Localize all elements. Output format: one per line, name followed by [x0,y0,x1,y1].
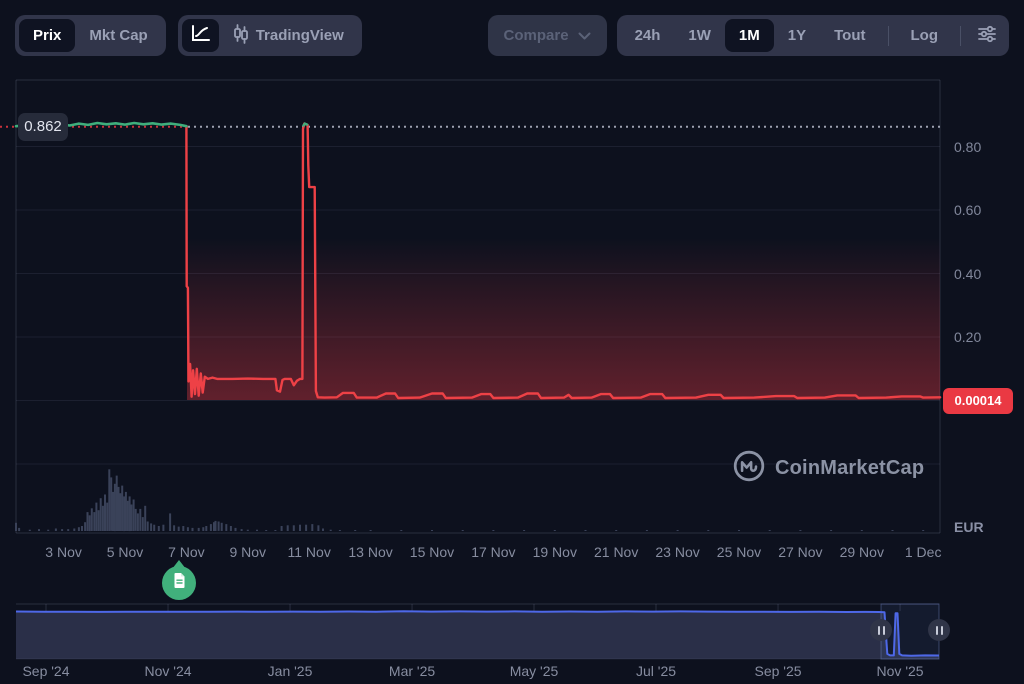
prix-tab[interactable]: Prix [19,19,76,52]
chart-toolbar: Prix Mkt Cap [15,15,1009,56]
toolbar-divider [960,25,961,46]
range-24h-button[interactable]: 24h [621,19,675,52]
x-tick-label: 21 Nov [593,544,639,560]
compare-label: Compare [503,27,569,44]
navigator-tick-label: Sep '24 [22,663,70,679]
line-chart-type-button[interactable] [181,19,219,52]
currency-label: EUR [954,519,984,535]
chart-settings-button[interactable] [969,19,1005,52]
watermark: CoinMarketCap [732,449,924,488]
candlestick-icon [233,23,249,48]
range-1m-button[interactable]: 1M [724,19,774,52]
chevron-down-icon [578,27,591,44]
range-selector: 24h 1W 1M 1Y Tout Log [616,15,1009,56]
navigator-line [15,610,940,657]
x-tick-label: 13 Nov [348,544,393,560]
mktcap-tab[interactable]: Mkt Cap [75,19,161,52]
line-chart-icon [190,24,211,47]
red-area-gradient [187,238,940,400]
toolbar-divider [887,25,889,46]
navigator-tick-label: Sep '25 [754,663,802,679]
x-tick-label: 5 Nov [106,544,144,560]
x-tick-label: 19 Nov [532,544,577,560]
x-tick-label: 11 Nov [287,544,331,560]
event-marker-pin[interactable] [162,560,196,600]
x-tick-label: 1 Dec [904,544,942,560]
navigator-tick-label: Nov '25 [876,663,924,679]
x-tick-label: 17 Nov [471,544,516,560]
navigator-right-handle[interactable] [928,619,950,641]
watermark-text: CoinMarketCap [775,457,925,479]
range-1y-button[interactable]: 1Y [774,19,820,52]
tradingview-label: TradingView [255,27,344,44]
volume-bars [15,469,925,532]
open-price-label: 0.862 [18,113,68,141]
x-tick-label: 15 Nov [409,544,455,560]
navigator-tick-label: Mar '25 [388,663,436,679]
x-tick-label: 9 Nov [229,544,267,560]
y-tick-label: 0.80 [954,138,982,155]
current-price-badge: 0.00014 [943,387,1013,414]
navigator-tick-label: Nov '24 [144,663,192,679]
log-scale-button[interactable]: Log [897,19,953,52]
sliders-icon [977,25,997,46]
navigator-tick-label: Jan '25 [267,663,313,679]
coinmarketcap-logo-icon [732,449,766,488]
tradingview-button[interactable]: TradingView [219,19,358,52]
x-tick-label: 25 Nov [716,544,762,560]
price-line-red [185,122,942,400]
price-spike-green-cap [302,122,309,127]
compare-button[interactable]: Compare [487,15,607,56]
range-all-button[interactable]: Tout [820,19,879,52]
navigator-left-handle[interactable] [870,619,893,641]
navigator-tick-label: May '25 [509,663,559,679]
navigator-chart[interactable] [15,603,940,660]
x-tick-label: 7 Nov [168,544,205,560]
x-tick-label: 3 Nov [45,544,82,560]
x-tick-label: 27 Nov [778,544,823,560]
navigator-tick-label: Jul '25 [635,663,677,679]
x-tick-label: 29 Nov [839,544,884,560]
x-tick-label: 23 Nov [655,544,700,560]
price-mktcap-toggle: Prix Mkt Cap [15,15,166,56]
chart-type-toggle: TradingView [177,15,362,56]
y-tick-label: 0.20 [954,329,982,345]
y-tick-label: 0.60 [954,202,982,218]
y-tick-label: 0.40 [954,265,982,282]
range-1w-button[interactable]: 1W [674,19,725,52]
document-icon [172,572,187,594]
